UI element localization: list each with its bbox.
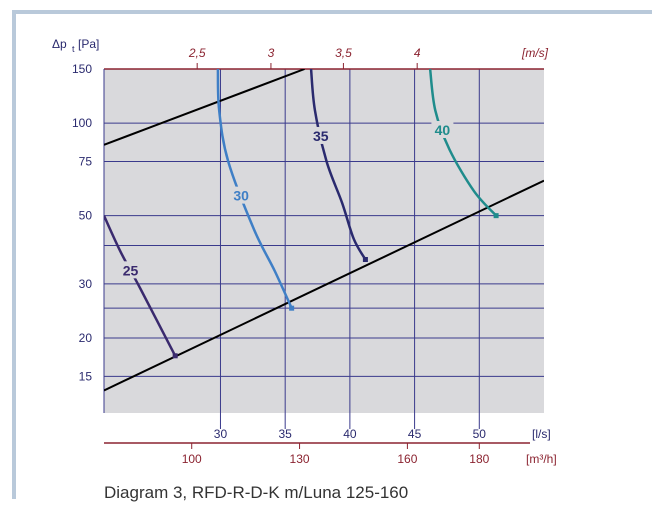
y-tick-label: 30 — [79, 277, 93, 291]
x-axis-label: [l/s] — [532, 427, 551, 441]
top-tick-label: 2,5 — [188, 46, 206, 60]
x-tick-label: 30 — [214, 427, 228, 441]
y-tick-label: 150 — [72, 62, 92, 76]
series-label-35: 35 — [313, 128, 329, 144]
chart-caption: Diagram 3, RFD-R-D-K m/Luna 125-160 — [104, 483, 409, 502]
series-label-bg-35 — [309, 126, 332, 144]
y-axis-label-sub: t — [72, 44, 75, 54]
series-endpoint-25 — [172, 353, 178, 359]
x-tick-label: 50 — [473, 427, 487, 441]
y-tick-label: 75 — [79, 155, 93, 169]
series-label-bg-30 — [230, 186, 253, 204]
y-tick-label: 50 — [79, 209, 93, 223]
y-axis-label-unit: [Pa] — [78, 37, 99, 51]
secondary-axis-label: [m³/h] — [526, 452, 557, 466]
y-tick-label: 20 — [79, 331, 93, 345]
y-axis-label: Δp — [52, 37, 67, 51]
x-tick-label: 45 — [408, 427, 422, 441]
series-label-bg-40 — [431, 121, 454, 139]
series-endpoint-40 — [493, 213, 499, 219]
series-curve-40 — [428, 69, 498, 217]
series-label-40: 40 — [435, 122, 451, 138]
figure-frame — [12, 10, 652, 499]
secondary-tick-label: 160 — [397, 452, 417, 466]
x-tick-label: 35 — [278, 427, 292, 441]
series-label-30: 30 — [233, 188, 249, 204]
secondary-tick-label: 130 — [290, 452, 310, 466]
top-tick-label: 4 — [414, 46, 421, 60]
y-tick-label: 15 — [79, 369, 93, 383]
operating-line — [104, 69, 305, 146]
series-curve-35 — [309, 69, 367, 261]
secondary-tick-label: 100 — [182, 452, 202, 466]
series-label-25: 25 — [123, 262, 139, 278]
top-axis-label: [m/s] — [521, 46, 549, 60]
series-label-bg-25 — [119, 261, 142, 279]
series-endpoint-35 — [362, 257, 368, 263]
top-tick-label: 3,5 — [335, 46, 352, 60]
series-endpoint-30 — [289, 305, 295, 311]
top-tick-label: 3 — [268, 46, 275, 60]
x-tick-label: 40 — [343, 427, 357, 441]
secondary-tick-label: 180 — [469, 452, 489, 466]
y-tick-label: 100 — [72, 116, 92, 130]
